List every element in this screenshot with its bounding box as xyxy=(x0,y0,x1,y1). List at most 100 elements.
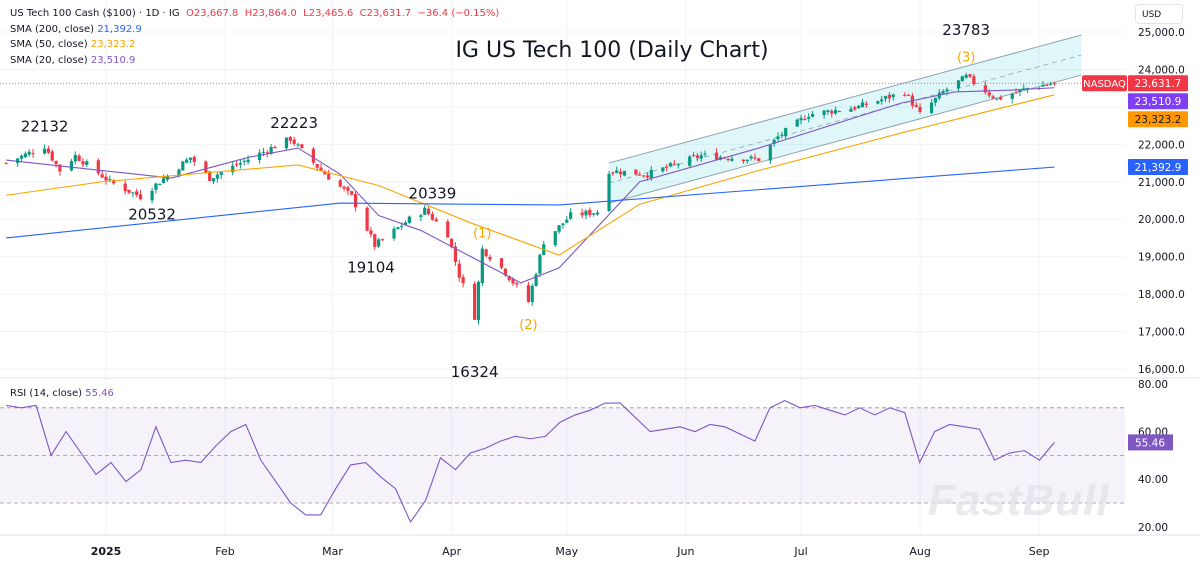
candle-body xyxy=(534,274,538,286)
candle-body xyxy=(668,163,673,167)
candle-body xyxy=(799,118,803,121)
price-tag-value: 23,323.2 xyxy=(1135,114,1182,126)
candle-body xyxy=(580,212,584,216)
candle-body xyxy=(392,228,396,239)
candle-body xyxy=(642,175,646,177)
candle-body xyxy=(284,137,289,149)
candle-body xyxy=(461,276,465,284)
candle-body xyxy=(526,285,530,302)
candle-body xyxy=(419,215,423,218)
annotation-label: 20339 xyxy=(409,185,457,203)
candle-body xyxy=(50,151,54,161)
candle-body xyxy=(837,111,842,113)
candle-body xyxy=(311,148,315,163)
annotation-label: 23783 xyxy=(942,21,990,39)
candle-body xyxy=(315,164,319,168)
candle-body xyxy=(292,139,296,144)
candle-body xyxy=(776,136,780,140)
candle-body xyxy=(964,74,968,78)
candle-body xyxy=(914,104,918,107)
legend-sma20[interactable]: SMA (20, close) 23,510.9 xyxy=(10,53,499,69)
candle-body xyxy=(1045,85,1049,87)
candle-body xyxy=(999,97,1003,100)
candle-body xyxy=(699,155,703,159)
ohlc-change: −36.4 (−0.15%) xyxy=(417,8,500,19)
symbol-line: US Tech 100 Cash ($100) · 1D · IG O23,66… xyxy=(10,6,499,22)
candle-body xyxy=(822,110,826,116)
chart-title: IG US Tech 100 (Daily Chart) xyxy=(455,38,769,63)
candle-body xyxy=(188,157,193,160)
candle-body xyxy=(645,175,650,178)
candle-body xyxy=(780,134,784,136)
candle-body xyxy=(960,76,964,82)
candle-body xyxy=(757,158,761,161)
price-tag-value: 23,510.9 xyxy=(1135,96,1182,108)
candle-body xyxy=(1041,85,1045,87)
candle-body xyxy=(369,230,373,235)
candle-body xyxy=(238,163,242,165)
candle-body xyxy=(484,249,488,257)
rsi-tag-bg xyxy=(1128,434,1173,451)
candle-body xyxy=(338,180,342,187)
candle-body xyxy=(400,225,404,227)
candle-body xyxy=(450,238,454,248)
candle-body xyxy=(77,155,81,161)
rsi-axis-label: 80.00 xyxy=(1138,379,1168,391)
candle-body xyxy=(73,154,77,162)
candle-body xyxy=(634,169,638,175)
candle-body xyxy=(860,102,865,108)
candle-body xyxy=(930,102,934,113)
candle-body xyxy=(365,207,369,231)
candle-body xyxy=(4,162,8,164)
candle-body xyxy=(649,169,653,179)
rsi-tag-value: 55.46 xyxy=(1135,437,1165,449)
currency-button[interactable]: USD xyxy=(1135,4,1183,24)
candle-body xyxy=(1052,82,1057,84)
candle-body xyxy=(611,172,615,174)
candle-body xyxy=(745,159,749,162)
candle-body xyxy=(1026,88,1030,90)
candle-body xyxy=(185,159,189,163)
candle-body xyxy=(261,151,266,153)
legend-sma200[interactable]: SMA (200, close) 21,392.9 xyxy=(10,22,499,38)
candle-body xyxy=(23,153,27,157)
rsi-line xyxy=(6,400,1055,524)
candle-body xyxy=(588,209,592,216)
candle-body xyxy=(346,187,350,191)
candle-body xyxy=(941,91,945,94)
candle-body xyxy=(104,176,108,181)
candle-body xyxy=(638,174,642,176)
candle-body xyxy=(880,99,884,102)
rsi-legend[interactable]: RSI (14, close) 55.46 xyxy=(10,388,114,399)
candle-body xyxy=(864,103,868,105)
candle-body xyxy=(380,239,385,241)
candle-body xyxy=(373,234,377,247)
candle-body xyxy=(150,190,154,201)
candle-body xyxy=(553,231,557,245)
candle-body xyxy=(377,239,381,247)
candle-body xyxy=(665,166,669,168)
candle-body xyxy=(453,246,458,263)
rsi-value: 55.46 xyxy=(85,388,114,399)
candle-body xyxy=(350,191,354,195)
candle-body xyxy=(426,208,431,215)
candle-body xyxy=(672,163,676,165)
time-axis-label: Jun xyxy=(676,545,694,558)
price-axis-label: 22,000.0 xyxy=(1138,139,1185,151)
candle-body xyxy=(772,139,776,144)
annotation-label: (1) xyxy=(473,226,491,241)
candle-body xyxy=(31,153,35,155)
price-axis-label: 21,000.0 xyxy=(1138,177,1185,189)
candle-body xyxy=(1049,84,1053,86)
price-axis-label: 25,000.0 xyxy=(1138,27,1185,39)
candle-body xyxy=(565,219,569,223)
candle-body xyxy=(803,118,807,120)
candle-body xyxy=(327,173,331,180)
annotation-label: 16324 xyxy=(451,363,499,381)
candle-body xyxy=(108,178,112,180)
legend-sma50[interactable]: SMA (50, close) 23,323.2 xyxy=(10,37,499,53)
candle-body xyxy=(569,212,573,219)
candle-body xyxy=(1022,88,1026,90)
candle-body xyxy=(135,191,139,196)
